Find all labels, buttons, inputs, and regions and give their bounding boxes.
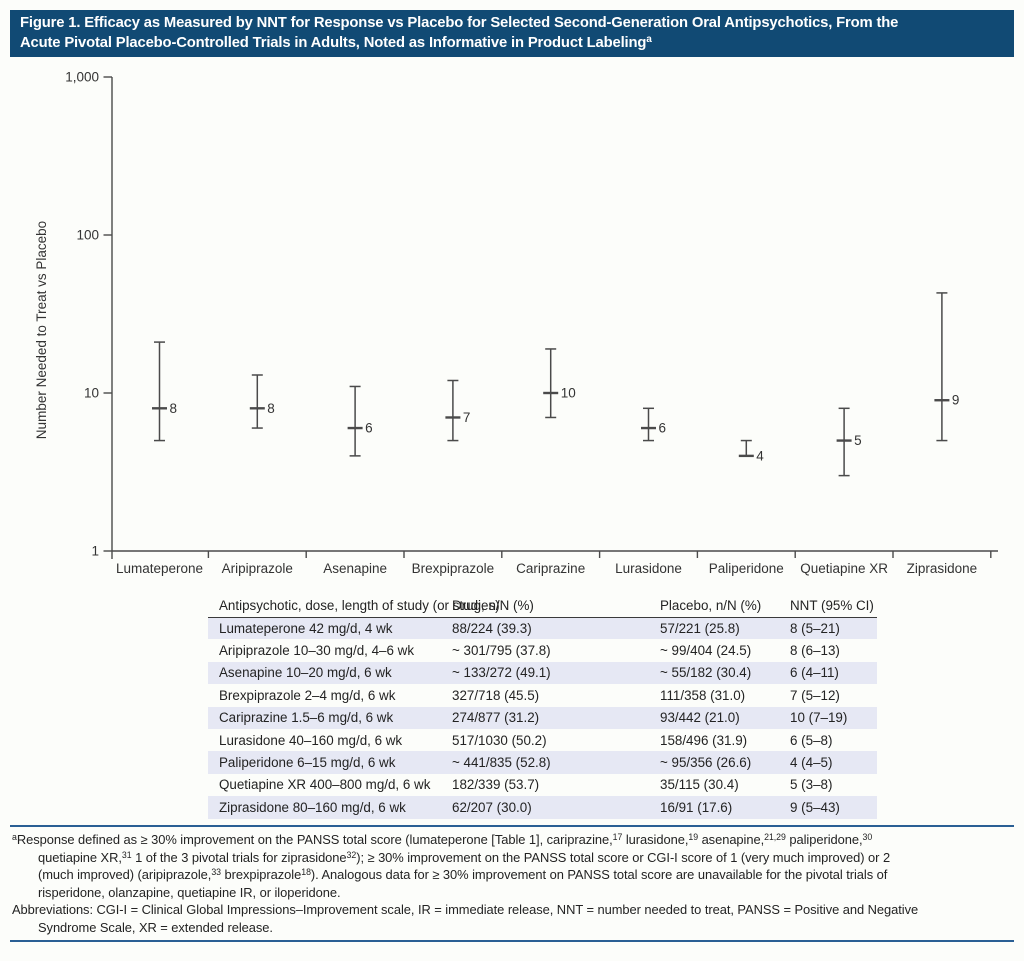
nnt-value-label: 5 — [854, 433, 862, 448]
col-header-antipsychotic: Antipsychotic, dose, length of study (or… — [208, 592, 500, 618]
figure-title-line-1: Figure 1. Efficacy as Measured by NNT fo… — [20, 15, 899, 31]
x-category-label: Asenapine — [323, 561, 387, 576]
results-table-header: Antipsychotic, dose, length of study (or… — [208, 592, 877, 618]
nnt-value-label: 8 — [170, 401, 178, 416]
nnt-value-label: 6 — [659, 421, 667, 436]
footnote-line: (much improved) (aripiprazole,33 brexpip… — [38, 867, 888, 883]
cell-drug: 182/339 (53.7) — [452, 777, 540, 793]
cell-nnt: 10 (7–19) — [782, 706, 877, 729]
cell-drug: ~ 441/835 (52.8) — [444, 751, 652, 774]
x-category-label: Lumateperone — [116, 561, 203, 576]
cell-placebo: ~ 95/356 (26.6) — [652, 751, 782, 774]
nnt-value-label: 6 — [365, 421, 373, 436]
y-tick-label: 100 — [76, 228, 99, 243]
table-header-row: Antipsychotic, dose, length of study (or… — [208, 592, 877, 618]
error-bar: 9 — [934, 292, 960, 442]
col-header-placebo: Placebo, n/N (%) — [652, 592, 782, 618]
cell-placebo: 111/358 (31.0) — [660, 687, 746, 703]
cell-study: Asenapine 10–20 mg/d, 6 wk — [208, 661, 444, 685]
y-tick-label: 1 — [91, 544, 99, 559]
table-row: Aripiprazole 10–30 mg/d, 4–6 wk ~ 301/79… — [208, 639, 877, 661]
cell-drug: ~ 301/795 (37.8) — [452, 643, 551, 659]
cell-study: Paliperidone 6–15 mg/d, 6 wk — [208, 751, 444, 774]
cell-nnt: 6 (4–11) — [782, 661, 877, 685]
cell-drug: 88/224 (39.3) — [444, 617, 652, 640]
cell-nnt: 5 (3–8) — [790, 777, 833, 793]
cell-drug: 62/207 (30.0) — [444, 796, 652, 819]
table-row: Brexpiprazole 2–4 mg/d, 6 wk 327/718 (45… — [208, 684, 877, 706]
cell-study: Ziprasidone 80–160 mg/d, 6 wk — [208, 796, 444, 819]
cell-drug: 517/1030 (50.2) — [452, 732, 547, 748]
footnote-line: quetiapine XR,31 1 of the 3 pivotal tria… — [38, 849, 891, 865]
results-table-body: Lumateperone 42 mg/d, 4 wk 88/224 (39.3)… — [208, 617, 877, 819]
x-category-label: Ziprasidone — [907, 561, 978, 576]
table-row: Quetiapine XR 400–800 mg/d, 6 wk 182/339… — [208, 774, 877, 796]
table-row: Paliperidone 6–15 mg/d, 6 wk ~ 441/835 (… — [208, 751, 877, 774]
cell-placebo: 57/221 (25.8) — [652, 617, 782, 640]
table-row: Ziprasidone 80–160 mg/d, 6 wk 62/207 (30… — [208, 796, 877, 819]
error-bar: 8 — [249, 374, 275, 429]
results-table: Antipsychotic, dose, length of study (or… — [208, 592, 877, 819]
cell-placebo: 35/115 (30.4) — [660, 777, 739, 793]
cell-study: Aripiprazole 10–30 mg/d, 4–6 wk — [219, 643, 415, 659]
error-bar: 6 — [347, 385, 373, 457]
figure-title-bar: Figure 1. Efficacy as Measured by NNT fo… — [10, 10, 1014, 57]
table-row: Cariprazine 1.5–6 mg/d, 6 wk 274/877 (31… — [208, 706, 877, 729]
cell-study: Lumateperone 42 mg/d, 4 wk — [208, 617, 444, 640]
cell-nnt: 4 (4–5) — [782, 751, 877, 774]
footnote-line: Abbreviations: CGI-I = Clinical Global I… — [12, 902, 919, 918]
cell-drug: 274/877 (31.2) — [444, 706, 652, 729]
error-bar: 6 — [641, 407, 667, 442]
cell-study: Lurasidone 40–160 mg/d, 6 wk — [219, 732, 403, 748]
x-category-label: Cariprazine — [516, 561, 585, 576]
nnt-value-label: 8 — [267, 401, 275, 416]
cell-placebo: 16/91 (17.6) — [652, 796, 782, 819]
error-bar: 7 — [445, 379, 471, 442]
footnote-line: Syndrome Scale, XR = extended release. — [38, 919, 273, 935]
y-tick-label: 10 — [84, 386, 99, 401]
x-category-label: Lurasidone — [615, 561, 682, 576]
table-row: Lurasidone 40–160 mg/d, 6 wk 517/1030 (5… — [208, 729, 877, 751]
cell-placebo: 93/442 (21.0) — [652, 706, 782, 729]
cell-drug: ~ 133/272 (49.1) — [444, 661, 652, 685]
cell-nnt: 8 (6–13) — [790, 643, 840, 659]
cell-drug: 327/718 (45.5) — [452, 687, 540, 703]
x-category-label: Paliperidone — [709, 561, 784, 576]
nnt-value-label: 4 — [756, 448, 764, 463]
footnote-line: aResponse defined as ≥ 30% improvement o… — [12, 832, 873, 847]
x-category-label: Aripiprazole — [222, 561, 293, 576]
cell-nnt: 8 (5–21) — [782, 617, 877, 640]
nnt-value-label: 10 — [561, 386, 576, 401]
footnote-top-rule — [10, 825, 1014, 827]
cell-placebo: ~ 99/404 (24.5) — [660, 643, 752, 659]
table-row: Asenapine 10–20 mg/d, 6 wk ~ 133/272 (49… — [208, 661, 877, 685]
x-category-label: Quetiapine XR — [800, 561, 888, 576]
cell-nnt: 7 (5–12) — [790, 687, 840, 703]
error-bar: 8 — [152, 341, 178, 442]
y-axis-title: Number Needed to Treat vs Placebo — [34, 221, 49, 439]
cell-study: Brexpiprazole 2–4 mg/d, 6 wk — [219, 687, 396, 703]
cell-study: Quetiapine XR 400–800 mg/d, 6 wk — [219, 777, 431, 793]
cell-nnt: 9 (5–43) — [782, 796, 877, 819]
x-category-label: Brexpiprazole — [412, 561, 495, 576]
col-header-nnt: NNT (95% CI) — [782, 592, 877, 618]
error-bar: 5 — [836, 407, 862, 477]
col-header-drug: Drug, n/N (%) — [444, 592, 652, 618]
figure-title-line-2: Acute Pivotal Placebo-Controlled Trials … — [20, 33, 652, 51]
error-bar: 4 — [738, 439, 764, 463]
cell-study: Cariprazine 1.5–6 mg/d, 6 wk — [208, 706, 444, 729]
error-bar: 10 — [543, 348, 576, 419]
nnt-forest-chart: 1,000 100 10 1 Lumateperone 8 Aripiprazole 8 Ase… — [34, 70, 998, 576]
nnt-value-label: 9 — [952, 393, 960, 408]
footnote-line: risperidone, olanzapine, quetiapine IR, … — [38, 884, 341, 900]
table-row: Lumateperone 42 mg/d, 4 wk 88/224 (39.3)… — [208, 617, 877, 640]
cell-nnt: 6 (5–8) — [790, 732, 833, 748]
cell-placebo: ~ 55/182 (30.4) — [652, 661, 782, 685]
cell-placebo: 158/496 (31.9) — [660, 732, 748, 748]
footnote-section: aResponse defined as ≥ 30% improvement o… — [12, 831, 1020, 937]
nnt-value-label: 7 — [463, 410, 471, 425]
y-tick-label: 1,000 — [65, 70, 99, 85]
figure-bottom-rule — [10, 940, 1014, 942]
